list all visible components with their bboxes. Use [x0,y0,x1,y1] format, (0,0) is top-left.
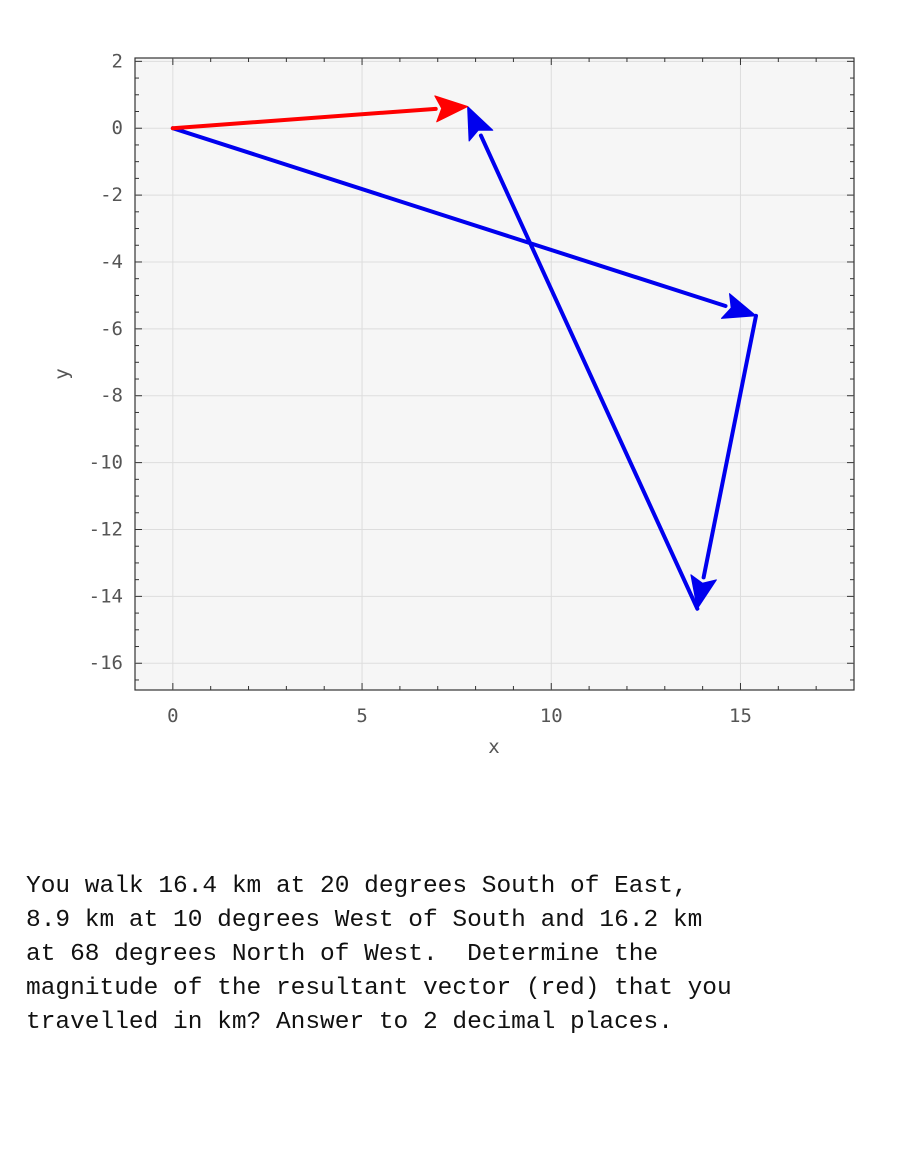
vector-leg-1-head [721,293,757,319]
grid [135,58,854,690]
y-tick-label: -2 [100,184,123,206]
vector-leg-2-shaft [701,313,758,580]
y-tick-label: 2 [112,50,123,72]
y-tick-label: -14 [89,585,123,607]
vector-leg-3-head [467,106,494,142]
vector-leg-2-head [690,574,717,610]
vector-resultant-shaft [170,106,438,131]
vector-leg-1-shaft [170,126,728,309]
y-axis-label: y [51,368,73,379]
ticks [134,58,855,690]
question-line: magnitude of the resultant vector (red) … [26,975,732,1002]
x-tick-label: 10 [540,705,563,727]
x-tick-label: 5 [356,705,367,727]
question-line: at 68 degrees North of West. Determine t… [26,941,659,968]
x-tick-label: 15 [729,705,752,727]
y-tick-label: -6 [100,318,123,340]
y-tick-label: -8 [100,385,123,407]
vectors [170,95,758,611]
y-tick-label: -16 [89,652,123,674]
vector-leg-3-shaft [478,133,700,611]
y-tick-label: -12 [89,518,123,540]
y-tick-label: 0 [112,117,123,139]
x-axis-label: x [488,736,499,758]
question-line: travelled in km? Answer to 2 decimal pla… [26,1009,673,1036]
question-line: 8.9 km at 10 degrees West of South and 1… [26,907,703,934]
y-tick-label: -10 [89,452,123,474]
question-text: You walk 16.4 km at 20 degrees South of … [26,870,886,1040]
y-tick-label: -4 [100,251,123,273]
question-line: You walk 16.4 km at 20 degrees South of … [26,873,688,900]
x-tick-label: 0 [167,705,178,727]
vector-resultant-head [434,95,469,123]
